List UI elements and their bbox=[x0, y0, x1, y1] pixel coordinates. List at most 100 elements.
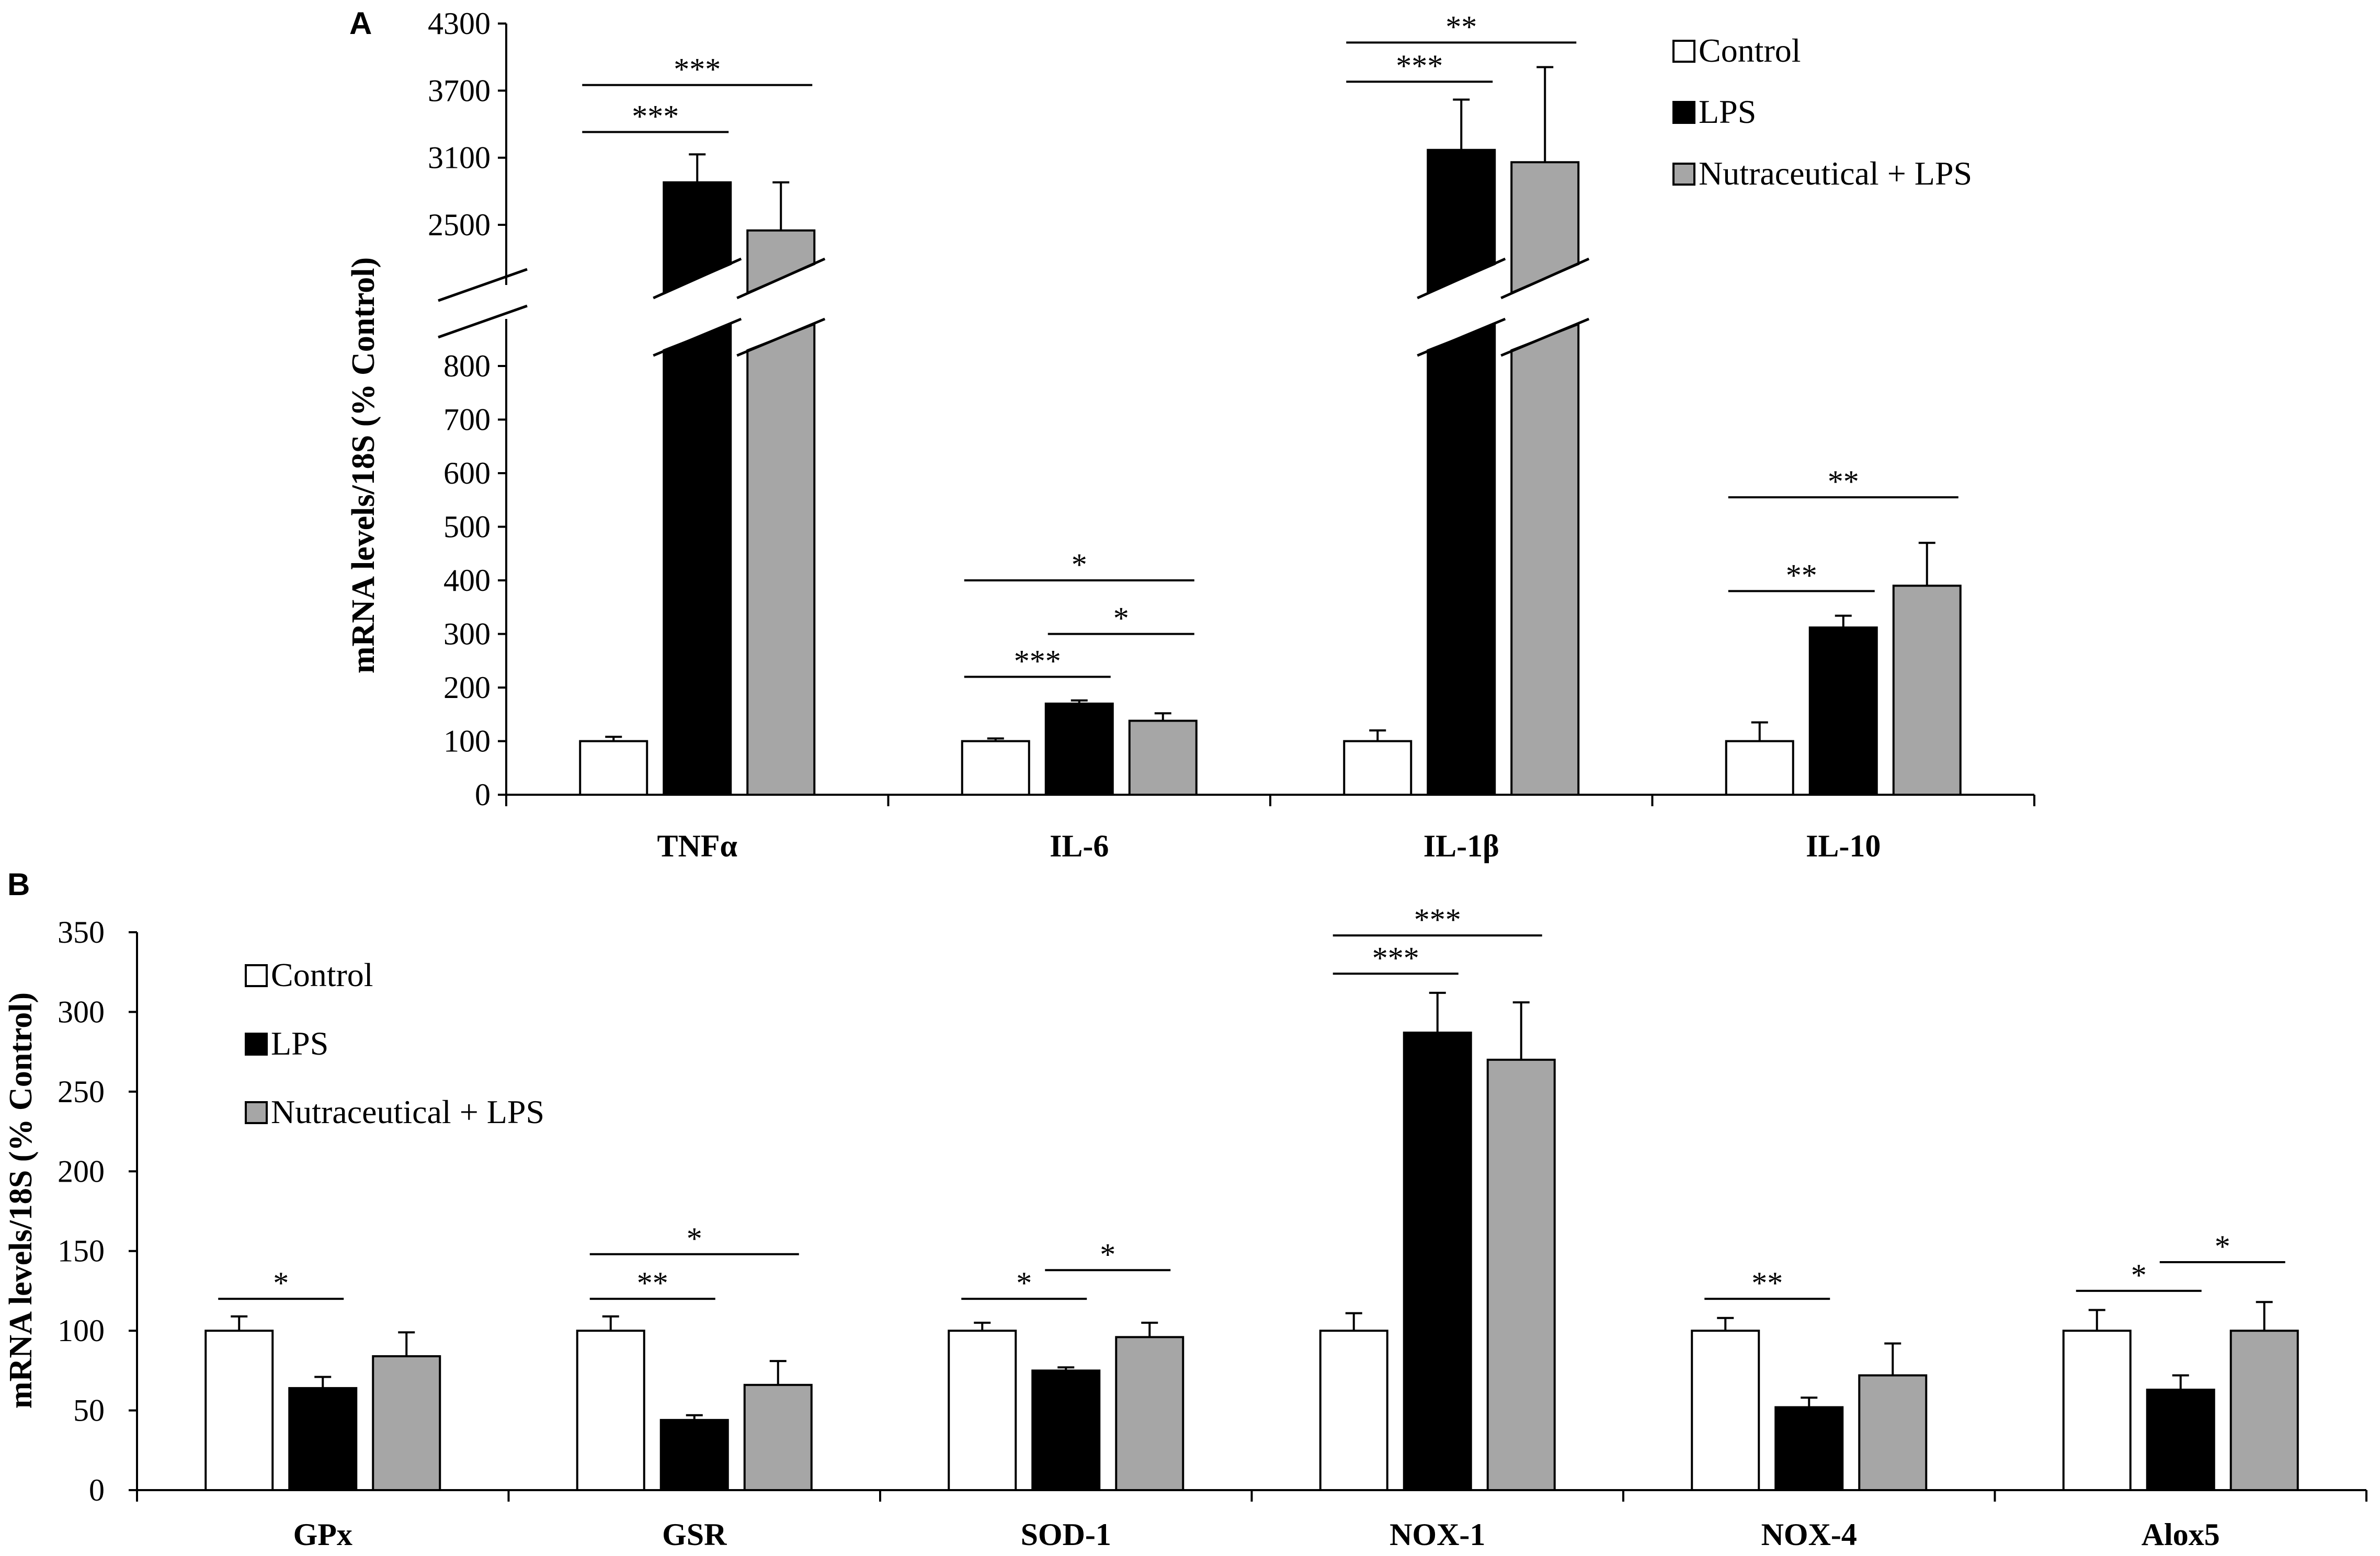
panel-a-significance-label: ** bbox=[1828, 464, 1859, 499]
panel-b-bar-gpx-nutraceutical-lps bbox=[372, 1355, 441, 1491]
panel-a-axis-break-mark-upper bbox=[438, 268, 528, 302]
panel-a-bar-il-1-lps-break-line-lower bbox=[1417, 317, 1506, 357]
panel-a-significance-label: *** bbox=[632, 99, 679, 133]
panel-a-bar-tnf-nutraceutical-lps-break-line-upper bbox=[736, 257, 826, 300]
panel-a: A mRNA levels/18S (% Control) 0 100 200 300… bbox=[346, 6, 2035, 863]
panel-b-category-label-nox-4: NOX-4 bbox=[1761, 1517, 1857, 1552]
panel-b-significance-label: * bbox=[2215, 1229, 2230, 1264]
panel-b-category-label-alox5: Alox5 bbox=[2142, 1517, 2220, 1552]
panel-b-label: B bbox=[7, 867, 30, 902]
panel-a-category-label-tnf: TNFα bbox=[657, 829, 738, 863]
panel-a-y-tick-label: 2500 bbox=[428, 208, 491, 242]
panel-b-bar-alox5-nutraceutical-lps bbox=[2229, 1330, 2299, 1491]
panel-b-y-axis-label: mRNA levels/18S (% Control) bbox=[3, 992, 39, 1409]
panel-b-category-label-sod-1: SOD-1 bbox=[1021, 1517, 1111, 1552]
panel-a-y-axis-label: mRNA levels/18S (% Control) bbox=[346, 257, 381, 673]
legend-lps-swatch bbox=[1672, 101, 1695, 124]
panel-a-axis-break-mark-lower bbox=[438, 304, 528, 339]
panel-b-bar-gpx-control bbox=[204, 1330, 274, 1491]
panel-a-bar-tnf-control bbox=[579, 740, 648, 796]
panel-b-bar-sod-1-nutraceutical-lps bbox=[1115, 1336, 1185, 1492]
panel-b-y-tick-label: 50 bbox=[73, 1393, 105, 1428]
panel-a-label: A bbox=[349, 6, 372, 41]
panel-a-bar-tnf-nutraceutical-lps-lower-segment bbox=[746, 323, 816, 796]
panel-a-bar-il-10-lps bbox=[1808, 626, 1878, 796]
panel-b-significance-label: * bbox=[687, 1221, 702, 1256]
legend-lps-label: LPS bbox=[1699, 93, 1756, 130]
panel-b-bar-alox5-control bbox=[2062, 1330, 2132, 1491]
panel-a-bar-il-10-nutraceutical-lps bbox=[1892, 585, 1962, 796]
panel-b-significance-label: *** bbox=[1414, 902, 1461, 937]
panel-a-significance-label: *** bbox=[674, 52, 721, 87]
panel-a-y-tick-label: 3700 bbox=[428, 73, 491, 108]
panel-a-category-label-il-10: IL-10 bbox=[1806, 829, 1881, 863]
panel-b-bar-gsr-nutraceutical-lps bbox=[743, 1383, 813, 1491]
panel-b-bars bbox=[204, 991, 2299, 1492]
panel-a-bar-il-6-lps bbox=[1044, 702, 1114, 796]
panel-a-legend: Control LPS Nutraceutical + LPS bbox=[1672, 32, 1972, 192]
panel-a-significance: ******************** bbox=[582, 9, 1958, 679]
panel-b-bar-gsr-lps bbox=[659, 1418, 729, 1491]
panel-b-significance-label: ** bbox=[1751, 1266, 1783, 1300]
panel-b-bar-gsr-control bbox=[576, 1330, 645, 1491]
legend-lps-swatch bbox=[245, 1033, 268, 1056]
panel-a-y-tick-label: 200 bbox=[443, 670, 491, 705]
panel-b-y-tick-label: 0 bbox=[89, 1473, 105, 1507]
legend-control-swatch bbox=[1672, 40, 1695, 63]
panel-b-significance-label: * bbox=[273, 1266, 289, 1300]
panel-a-bar-tnf-nutraceutical-lps-break-line-lower bbox=[736, 317, 826, 357]
panel-a-significance-label: *** bbox=[1396, 49, 1443, 83]
panel-a-y-tick-label: 300 bbox=[443, 617, 491, 651]
panel-a-significance-label: ** bbox=[1445, 9, 1477, 44]
panel-a-bar-tnf-lps-break-line-upper bbox=[653, 257, 742, 300]
panel-b-bar-nox-1-nutraceutical-lps bbox=[1486, 1058, 1556, 1491]
panel-a-significance-label: *** bbox=[1014, 644, 1061, 679]
panel-a-bar-il-1-nutraceutical-lps-break-line-upper bbox=[1500, 257, 1590, 300]
panel-a-category-label-il-1: IL-1β bbox=[1424, 829, 1499, 863]
panel-b-category-label-gpx: GPx bbox=[293, 1517, 352, 1552]
panel-a-y-tick-label: 0 bbox=[475, 777, 491, 812]
legend-nutraceutical-lps-swatch bbox=[1672, 163, 1695, 186]
panel-b-significance-label: * bbox=[1016, 1266, 1032, 1300]
panel-a-bar-il-1-nutraceutical-lps-lower-segment bbox=[1510, 323, 1580, 796]
panel-a-category-label-il-6: IL-6 bbox=[1050, 829, 1109, 863]
legend-nutraceutical-lps-label: Nutraceutical + LPS bbox=[271, 1093, 544, 1130]
panel-a-significance-label: * bbox=[1113, 601, 1129, 636]
panel-b-y-tick-label: 200 bbox=[58, 1154, 105, 1188]
panel-a-y-tick-label: 800 bbox=[443, 349, 491, 383]
panel-a-significance-label: ** bbox=[1786, 558, 1817, 593]
panel-a-bar-il-6-nutraceutical-lps bbox=[1128, 719, 1198, 796]
legend-control-label: Control bbox=[1699, 32, 1801, 69]
panel-a-significance-label: * bbox=[1072, 547, 1087, 582]
panel-b-bar-nox-4-nutraceutical-lps bbox=[1858, 1374, 1928, 1492]
legend-lps-label: LPS bbox=[271, 1025, 328, 1062]
panel-a-bar-il-6-control bbox=[961, 740, 1030, 796]
panel-a-bar-il-1-lps-break-line-upper bbox=[1417, 257, 1506, 300]
panel-a-y-tick-label: 400 bbox=[443, 563, 491, 598]
panel-a-bar-tnf-lps-lower-segment bbox=[663, 323, 732, 796]
legend-control-label: Control bbox=[271, 956, 373, 993]
panel-b-significance-label: *** bbox=[1372, 941, 1419, 975]
panel-b-bar-nox-4-control bbox=[1691, 1330, 1760, 1491]
panel-a-y-tick-label: 3100 bbox=[428, 141, 491, 175]
panel-a-y-tick-label: 600 bbox=[443, 456, 491, 490]
panel-b-significance-label: * bbox=[2131, 1258, 2147, 1292]
panel-b-axes: 0 50 100 150 200 250 300 350 GPx GSR SOD-1 NOX-1 NOX… bbox=[58, 915, 2367, 1552]
panel-b-y-tick-label: 150 bbox=[58, 1234, 105, 1268]
panel-b-bar-nox-1-control bbox=[1319, 1330, 1388, 1491]
panel-a-bar-il-1-lps-lower-segment bbox=[1427, 323, 1496, 796]
panel-b-category-label-nox-1: NOX-1 bbox=[1390, 1517, 1485, 1552]
panel-b-bar-alox5-lps bbox=[2146, 1388, 2215, 1491]
panel-b-y-tick-label: 250 bbox=[58, 1074, 105, 1109]
panel-b: B mRNA levels/18S (% Control) 0 50 100 150 2… bbox=[3, 867, 2367, 1552]
panel-a-bars bbox=[579, 66, 1962, 796]
panel-b-category-label-gsr: GSR bbox=[662, 1517, 727, 1552]
panel-b-significance-label: ** bbox=[637, 1266, 668, 1300]
panel-b-bar-sod-1-lps bbox=[1031, 1369, 1101, 1492]
legend-nutraceutical-lps-label: Nutraceutical + LPS bbox=[1699, 155, 1972, 192]
panel-a-bar-il-1-control bbox=[1343, 740, 1413, 796]
panel-b-bar-sod-1-control bbox=[948, 1330, 1017, 1491]
panel-a-y-tick-label: 4300 bbox=[428, 6, 491, 41]
panel-a-bar-tnf-lps-break-line-lower bbox=[653, 317, 742, 357]
